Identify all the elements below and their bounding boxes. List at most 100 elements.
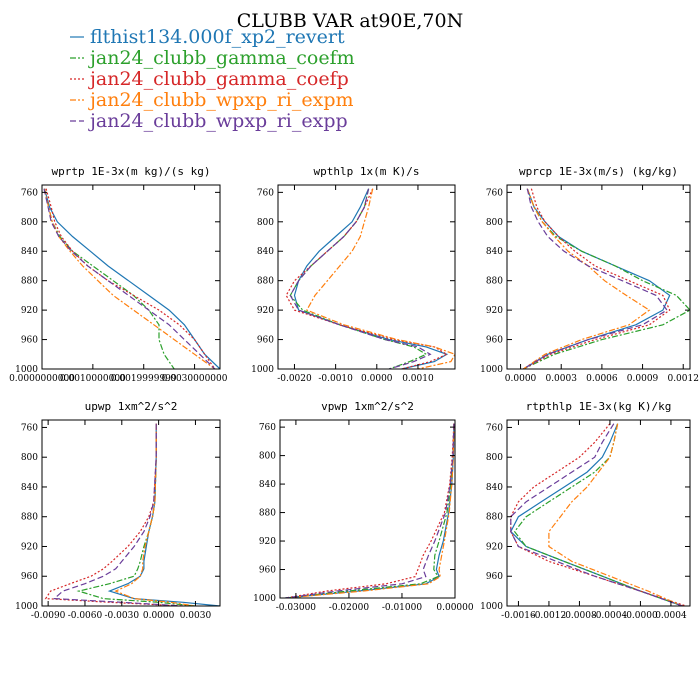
- y-tick-label: 760: [486, 423, 503, 433]
- series-line-jan24-clubb-wpxp-ri-expm: [285, 423, 455, 598]
- x-tick-label: 0.00000: [436, 603, 473, 613]
- x-tick-label: -0.01000: [382, 603, 423, 613]
- series-line-jan24-clubb-wpxp-ri-expm: [114, 423, 196, 606]
- y-tick-label: 960: [21, 572, 38, 582]
- y-tick-label: 920: [486, 306, 503, 316]
- series-line-jan24-clubb-gamma-coefm: [513, 423, 683, 606]
- x-tick-label: 0.0003: [545, 374, 577, 384]
- series-line-jan24-clubb-wpxp-ri-expm: [522, 188, 651, 369]
- y-tick-label: 880: [486, 513, 503, 523]
- y-tick-label: 840: [21, 247, 38, 257]
- y-tick-label: 760: [486, 188, 503, 198]
- y-tick-label: 920: [257, 306, 274, 316]
- x-tick-label: 0.0000000000: [9, 374, 75, 384]
- y-tick-label: 760: [21, 188, 38, 198]
- y-tick-label: 760: [21, 423, 38, 433]
- legend-label: jan24_clubb_gamma_coefm: [88, 47, 355, 69]
- panel-title: vpwp 1xm^2/s^2: [321, 400, 414, 413]
- series-line-jan24-clubb-wpxp-ri-expp: [289, 188, 432, 369]
- x-tick-label: -0.02000: [329, 603, 370, 613]
- figure-title: CLUBB VAR at90E,70N: [237, 10, 463, 32]
- y-tick-label: 840: [257, 247, 274, 257]
- y-tick-label: 960: [486, 336, 503, 346]
- panel-wpthlp: wpthlp 1x(m K)/s7608008408809209601000-0…: [251, 165, 456, 384]
- series-line-jan24-clubb-gamma-coefp: [285, 423, 455, 598]
- x-tick-label: 0.0010000000: [60, 374, 126, 384]
- y-tick-label: 880: [21, 277, 38, 287]
- x-tick-label: 0.0030000000: [162, 374, 228, 384]
- x-tick-label: -0.0016: [501, 611, 536, 621]
- legend-label: jan24_clubb_wpxp_ri_expm: [88, 89, 354, 111]
- series-line-jan24-clubb-wpxp-ri-expp: [522, 188, 668, 369]
- legend-label: flthist134.000f_xp2_revert: [90, 26, 345, 48]
- panel-rtpthlp: rtpthlp 1E-3x(kg K)/kg 760 800 840 880 920 960…: [480, 400, 691, 621]
- panel-wprcp: wprcp 1E-3x(m/s) (kg/kg) 760 800 840 880 920 9…: [480, 165, 699, 384]
- x-tick-label: 0.0004: [655, 611, 687, 621]
- y-tick-label: 880: [257, 277, 274, 287]
- legend: flthist134.000f_xp2_revertjan24_clubb_ga…: [70, 26, 355, 132]
- y-tick-label: 920: [21, 542, 38, 552]
- y-tick-label: 960: [257, 336, 274, 346]
- x-tick-label: 0.0019999999: [111, 374, 177, 384]
- y-tick-label: 960: [486, 572, 503, 582]
- y-tick-label: 840: [21, 483, 38, 493]
- y-tick-label: 920: [21, 306, 38, 316]
- series-line-jan24-clubb-wpxp-ri-expm: [548, 423, 683, 606]
- panel-title: upwp 1xm^2/s^2: [85, 400, 178, 413]
- legend-item-flthist134-000f-xp2-revert: flthist134.000f_xp2_revert: [70, 26, 345, 48]
- y-tick-label: 960: [21, 336, 38, 346]
- y-tick-label: 1000: [253, 594, 276, 604]
- x-tick-label: -0.0010: [318, 374, 353, 384]
- x-tick-label: 0.0000: [143, 611, 175, 621]
- y-tick-label: 800: [21, 453, 38, 463]
- y-tick-label: 880: [259, 509, 276, 519]
- y-tick-label: 800: [486, 218, 503, 228]
- panel-wprtp: wprtp 1E-3x(m kg)/(s kg) 760 800 840 880 920 9…: [9, 165, 228, 384]
- panel-title: wprcp 1E-3x(m/s) (kg/kg): [519, 165, 678, 178]
- x-tick-label: -0.0000: [623, 611, 658, 621]
- x-tick-label: 0.0010: [402, 374, 434, 384]
- series-line-jan24-clubb-wpxp-ri-expp: [285, 423, 455, 598]
- y-tick-label: 800: [259, 452, 276, 462]
- x-tick-label: 0.0006: [586, 374, 618, 384]
- panel-upwp: upwp 1xm^2/s^27608008408809209601000-0.0…: [15, 400, 221, 621]
- x-tick-label: 0.0012: [667, 374, 699, 384]
- x-tick-label: -0.0030: [105, 611, 140, 621]
- series-line-jan24-clubb-gamma-coefm: [285, 423, 455, 598]
- series-line-jan24-clubb-wpxp-ri-expm: [305, 188, 455, 369]
- y-tick-label: 800: [486, 453, 503, 463]
- legend-item-jan24-clubb-gamma-coefp: jan24_clubb_gamma_coefp: [70, 68, 349, 90]
- series-line-jan24-clubb-wpxp-ri-expp: [510, 423, 683, 606]
- plot-frame: [41, 184, 221, 370]
- x-tick-label: 0.0000: [361, 374, 393, 384]
- x-tick-label: -0.0012: [532, 611, 567, 621]
- y-tick-label: 920: [259, 537, 276, 547]
- x-tick-label: -0.0004: [593, 611, 628, 621]
- y-tick-label: 800: [21, 218, 38, 228]
- y-tick-label: 1000: [480, 602, 503, 612]
- panel-title: wprtp 1E-3x(m kg)/(s kg): [52, 165, 211, 178]
- x-tick-label: -0.0008: [562, 611, 597, 621]
- series-line-flthist134-000f-xp2-revert: [293, 188, 449, 369]
- y-tick-label: 840: [486, 247, 503, 257]
- x-tick-label: -0.0090: [31, 611, 66, 621]
- panel-title: wpthlp 1x(m K)/s: [314, 165, 420, 178]
- x-tick-label: -0.0060: [68, 611, 103, 621]
- legend-label: jan24_clubb_wpxp_ri_expp: [88, 110, 348, 132]
- y-tick-label: 880: [486, 277, 503, 287]
- plot-frame: [506, 419, 691, 607]
- y-tick-label: 840: [486, 483, 503, 493]
- legend-item-jan24-clubb-wpxp-ri-expp: jan24_clubb_wpxp_ri_expp: [70, 110, 348, 132]
- y-tick-label: 880: [21, 513, 38, 523]
- legend-item-jan24-clubb-wpxp-ri-expm: jan24_clubb_wpxp_ri_expm: [70, 89, 354, 111]
- y-tick-label: 960: [259, 566, 276, 576]
- series-line-jan24-clubb-gamma-coefp: [523, 188, 671, 369]
- x-tick-label: -0.03000: [276, 603, 317, 613]
- series-line-jan24-clubb-gamma-coefp: [45, 188, 216, 369]
- y-tick-label: 760: [257, 188, 274, 198]
- y-tick-label: 1000: [251, 365, 274, 375]
- y-tick-label: 920: [486, 542, 503, 552]
- plot-frame: [41, 419, 221, 607]
